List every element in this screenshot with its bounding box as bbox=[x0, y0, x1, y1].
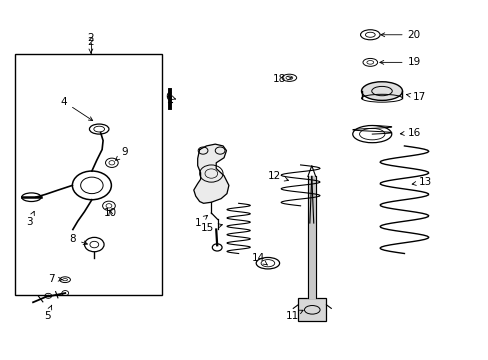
Text: 6: 6 bbox=[165, 92, 175, 102]
Ellipse shape bbox=[361, 82, 402, 100]
Text: 2: 2 bbox=[87, 33, 94, 43]
Text: 10: 10 bbox=[103, 208, 117, 218]
Text: 8: 8 bbox=[69, 234, 87, 245]
Text: 13: 13 bbox=[411, 177, 431, 187]
Text: 2: 2 bbox=[87, 37, 94, 53]
Text: 14: 14 bbox=[251, 253, 267, 265]
Bar bbox=[15, 54, 161, 295]
Polygon shape bbox=[309, 223, 313, 298]
Text: 1: 1 bbox=[194, 215, 207, 228]
Text: 20: 20 bbox=[380, 30, 420, 40]
Text: 5: 5 bbox=[43, 305, 52, 320]
Text: 4: 4 bbox=[61, 97, 93, 121]
Text: 9: 9 bbox=[115, 147, 128, 160]
Text: 17: 17 bbox=[406, 92, 425, 102]
Text: 12: 12 bbox=[267, 171, 288, 181]
Polygon shape bbox=[193, 144, 228, 203]
Text: 16: 16 bbox=[400, 128, 420, 138]
Text: 18: 18 bbox=[272, 74, 291, 84]
Text: 3: 3 bbox=[25, 211, 34, 227]
Text: 7: 7 bbox=[48, 274, 62, 284]
Text: 11: 11 bbox=[285, 310, 303, 320]
Text: 15: 15 bbox=[201, 224, 222, 233]
Text: 19: 19 bbox=[379, 57, 420, 67]
Bar bbox=[298, 298, 326, 320]
